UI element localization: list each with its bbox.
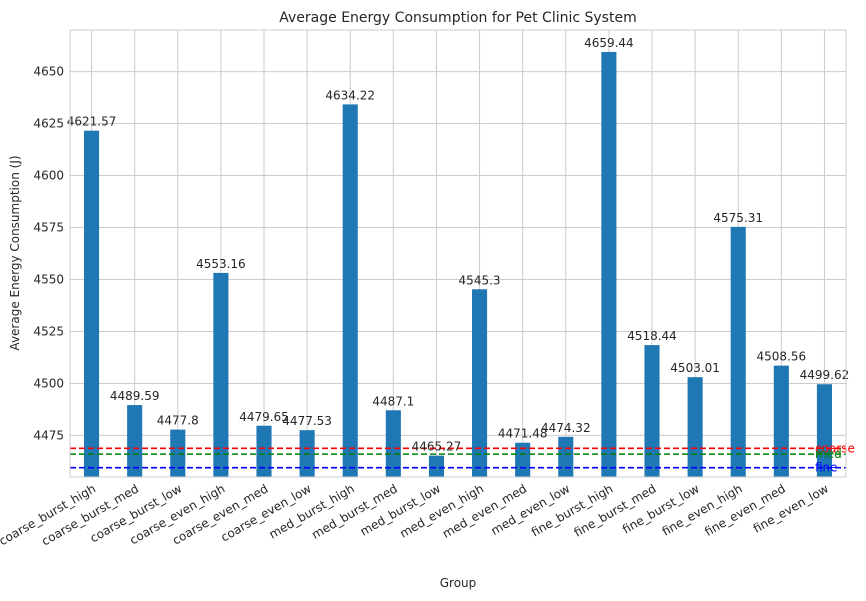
plot-area bbox=[70, 30, 846, 477]
bar bbox=[687, 377, 703, 477]
chart-title: Average Energy Consumption for Pet Clini… bbox=[279, 10, 636, 26]
reference-line-label-fine: fine bbox=[815, 461, 838, 475]
plot-frame bbox=[69, 29, 847, 478]
bar-value-label: 4499.62 bbox=[800, 368, 850, 382]
y-axis-label: Average Energy Consumption (J) bbox=[8, 155, 22, 350]
bar-value-labels: 4621.57 4489.59 4477.8 4553.16 4479.654477.5… bbox=[67, 36, 850, 454]
bar bbox=[213, 272, 229, 477]
bar-value-label: 4489.59 bbox=[110, 389, 160, 403]
bar-value-label: 4503.01 bbox=[670, 361, 720, 375]
bar-value-label: 4474.32 bbox=[541, 421, 591, 435]
reference-line-label-coarse: coarse bbox=[815, 441, 855, 455]
bar-value-label: 4487.1 bbox=[372, 394, 414, 408]
y-tick-label: 4525 bbox=[33, 324, 64, 338]
bar bbox=[428, 455, 444, 477]
y-tick-label: 4475 bbox=[33, 428, 64, 442]
bar bbox=[170, 429, 186, 477]
y-tick-label: 4575 bbox=[33, 221, 64, 235]
x-tick-label: fine_even_low bbox=[751, 481, 831, 535]
bar bbox=[601, 51, 617, 477]
bar-value-label: 4477.53 bbox=[282, 414, 332, 428]
bar-value-label: 4659.44 bbox=[584, 36, 634, 50]
bar-value-label: 4553.16 bbox=[196, 257, 246, 271]
y-tick-label: 4600 bbox=[33, 169, 64, 183]
y-tick-labels: 4475 4500 4525 4550 4575 4600 4625 4650 bbox=[33, 65, 64, 443]
bar-value-label: 4518.44 bbox=[627, 329, 677, 343]
bar bbox=[558, 436, 574, 477]
bar bbox=[730, 226, 746, 477]
bar-value-label: 4479.65 bbox=[239, 410, 289, 424]
bar-value-label: 4621.57 bbox=[67, 115, 117, 129]
x-tick-labels: coarse_burst_highcoarse_burst_medcoarse_… bbox=[0, 481, 831, 548]
y-gridlines bbox=[70, 71, 846, 436]
bar-value-label: 4471.48 bbox=[498, 427, 548, 441]
y-tick-label: 4625 bbox=[33, 117, 64, 131]
bar-value-label: 4545.3 bbox=[459, 273, 501, 287]
x-axis-label: Group bbox=[440, 576, 477, 590]
bar bbox=[644, 345, 660, 477]
reference-line-label-med: med bbox=[815, 447, 842, 461]
bar-value-label: 4465.27 bbox=[412, 440, 462, 454]
bars bbox=[84, 51, 832, 478]
y-tick-label: 4650 bbox=[33, 65, 64, 79]
bar bbox=[472, 289, 488, 477]
y-tick-label: 4550 bbox=[33, 272, 64, 286]
bar bbox=[773, 365, 789, 477]
bar-value-label: 4508.56 bbox=[757, 350, 807, 364]
bar-value-label: 4477.8 bbox=[157, 414, 199, 428]
bar bbox=[127, 405, 143, 477]
bar bbox=[385, 410, 401, 477]
bar bbox=[342, 104, 358, 478]
bar bbox=[256, 425, 272, 477]
bar bbox=[84, 130, 100, 478]
bar bbox=[515, 442, 531, 477]
bar-value-label: 4575.31 bbox=[713, 211, 763, 225]
bar-value-label: 4634.22 bbox=[325, 88, 375, 102]
y-tick-label: 4500 bbox=[33, 376, 64, 390]
